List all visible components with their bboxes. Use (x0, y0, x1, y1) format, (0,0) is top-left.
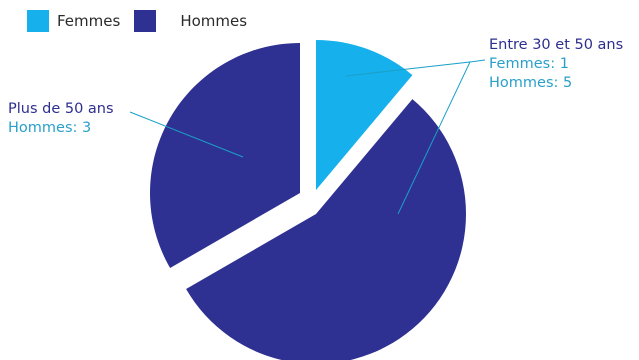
callout-entre-30-50: Entre 30 et 50 ans Femmes: 1 Hommes: 5 (489, 36, 623, 93)
legend: Femmes Hommes (27, 10, 261, 32)
legend-swatch-hommes (134, 10, 157, 32)
legend-label-hommes: Hommes (180, 12, 248, 30)
legend-label-femmes: Femmes (57, 12, 121, 30)
pie-slice-hommes-1 (186, 99, 466, 360)
callout-hommes-count-50plus: Hommes: 3 (8, 120, 92, 136)
legend-item-hommes: Hommes (134, 10, 247, 32)
leader-line-plus-de-50 (129, 111, 244, 158)
leader-line-entre-30-50-tail (469, 59, 486, 63)
callout-hommes-count: Hommes: 5 (489, 75, 573, 91)
legend-swatch-femmes (27, 10, 49, 32)
legend-item-femmes: Femmes (27, 10, 120, 32)
callout-plus-de-50: Plus de 50 ans Hommes: 3 (8, 100, 114, 138)
callout-title-plus-de-50: Plus de 50 ans (8, 101, 114, 117)
pie-slice-femmes-0 (316, 40, 413, 190)
callout-title-entre-30-50: Entre 30 et 50 ans (489, 37, 624, 53)
callout-femmes-count: Femmes: 1 (489, 56, 569, 72)
pie-slice-hommes-2 (150, 43, 300, 268)
